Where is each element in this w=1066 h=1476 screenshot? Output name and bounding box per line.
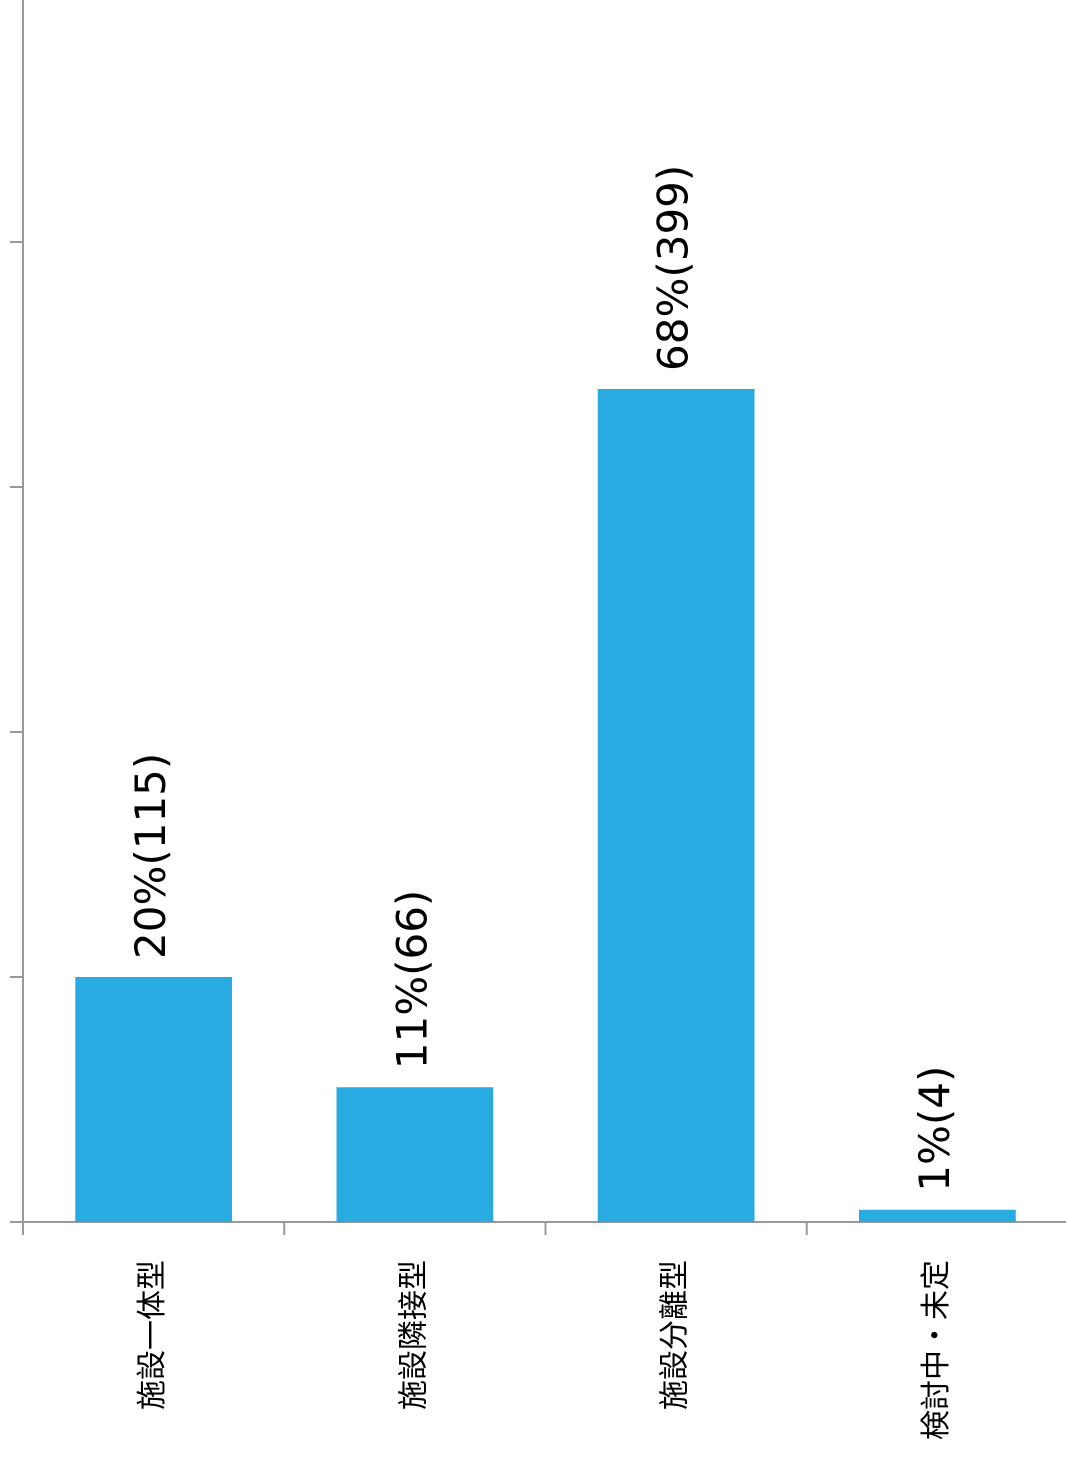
value-label: 68%(399) — [649, 165, 698, 371]
x-tick-label: 施設隣接型 — [396, 1260, 431, 1410]
x-tick-label: 施設一体型 — [135, 1260, 170, 1410]
bar — [859, 1209, 1016, 1222]
x-tick-label: 検討中・未定 — [919, 1260, 954, 1440]
value-label: 11%(66) — [387, 890, 436, 1070]
bar — [75, 977, 232, 1222]
x-tick-label: 施設分離型 — [658, 1260, 693, 1410]
value-label: 20%(115) — [126, 753, 175, 959]
value-label: 1%(4) — [910, 1066, 959, 1192]
bar — [336, 1087, 494, 1222]
bar — [597, 389, 755, 1222]
